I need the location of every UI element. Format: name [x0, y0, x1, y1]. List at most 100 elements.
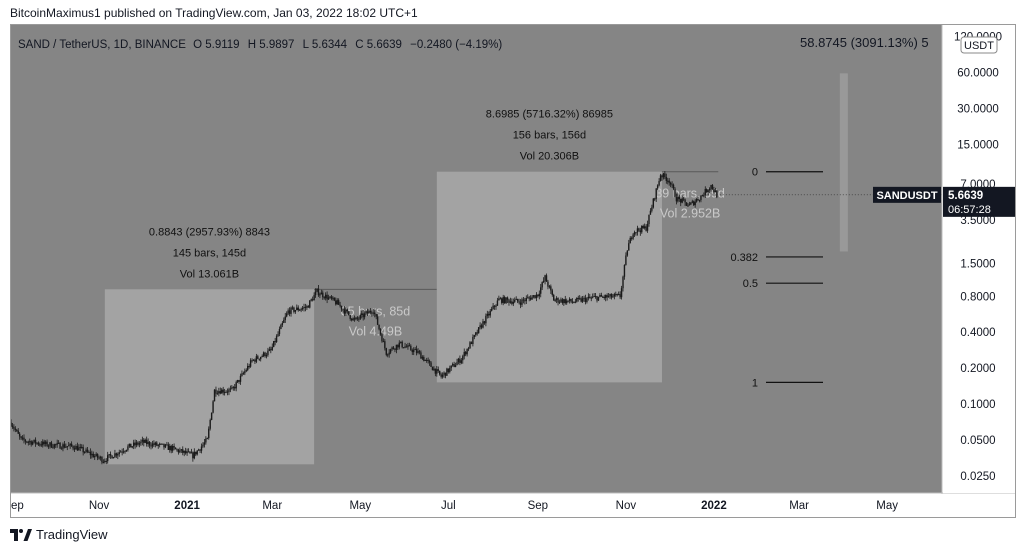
candle-body — [610, 293, 613, 298]
candle-body — [30, 441, 32, 445]
candle-body — [317, 288, 320, 296]
candle-body — [681, 198, 683, 203]
price-tick-label: 0.0250 — [960, 471, 995, 483]
svg-text:SAND / TetherUS, 1D, BINANCE: SAND / TetherUS, 1D, BINANCE O 5.9119 H … — [18, 39, 502, 51]
candle-body — [418, 351, 421, 353]
candle-body — [11, 425, 14, 427]
candle-body — [309, 300, 311, 308]
candle-body — [568, 298, 571, 301]
candle-body — [29, 441, 31, 443]
candle-body — [300, 309, 302, 311]
currency-badge[interactable]: USDT — [960, 36, 998, 54]
chart-pane[interactable]: 0.8843 (2957.93%) 8843 145 bars, 145d Vol … — [10, 24, 1016, 518]
candle-body — [157, 444, 159, 446]
candle-body — [130, 443, 132, 448]
price-chart[interactable]: 0.8843 (2957.93%) 8843 145 bars, 145d Vol … — [11, 25, 1015, 517]
candle-body — [511, 301, 513, 304]
candle-body — [625, 255, 627, 265]
candle-body — [697, 199, 699, 201]
candle-body — [711, 185, 714, 189]
price-axis[interactable]: 120.000060.000030.000015.00007.00003.500… — [954, 32, 1002, 483]
candle-body — [479, 325, 481, 328]
candle-body — [42, 441, 44, 446]
candle-body — [615, 294, 617, 296]
candle-body — [167, 444, 170, 450]
candle-body — [454, 365, 457, 367]
range-box-3 — [436, 171, 662, 383]
candle-body — [52, 447, 54, 449]
candle-body — [394, 348, 396, 350]
candle-body — [378, 324, 380, 330]
candle-body — [384, 341, 386, 349]
candle-body — [524, 300, 526, 302]
candle-body — [298, 309, 301, 311]
candle-body — [124, 450, 126, 452]
candle-body — [92, 453, 94, 458]
candle-body — [496, 300, 499, 306]
range-label-1-1: 0.8843 (2957.93%) 8843 — [149, 226, 270, 238]
candle-body — [150, 445, 152, 447]
change-value: −0.2480 (−4.19%) — [410, 39, 502, 51]
candle-body — [112, 457, 115, 459]
time-axis[interactable]: ep Nov 2021 Mar May Jul Sep Nov 2022 Mar May — [11, 500, 898, 512]
time-tick-label: Nov — [89, 500, 110, 512]
candle-body — [109, 454, 112, 456]
candle-body — [242, 373, 245, 375]
candle-body — [200, 446, 203, 451]
candle-body — [646, 223, 649, 231]
candle-body — [50, 442, 53, 448]
candle-body — [456, 362, 458, 366]
candle-body — [503, 297, 506, 304]
candle-body — [333, 297, 336, 301]
candle-body — [258, 358, 260, 360]
range-box-1 — [104, 289, 315, 465]
candle-body — [438, 370, 441, 375]
candle-body — [423, 357, 425, 361]
candle-body — [639, 230, 642, 233]
candle-body — [95, 453, 97, 457]
fib-label-0: 0 — [752, 167, 758, 179]
candle-body — [645, 226, 647, 231]
candle-body — [320, 292, 323, 295]
candle-body — [337, 300, 340, 305]
candle-body — [311, 299, 314, 301]
candle-body — [636, 228, 639, 233]
candle-body — [20, 436, 22, 439]
candle-body — [323, 297, 325, 299]
candle-body — [472, 336, 474, 344]
candle-body — [265, 354, 268, 357]
candle-body — [301, 308, 304, 310]
candle-body — [525, 298, 527, 302]
candle-body — [387, 354, 389, 356]
candle-body — [345, 309, 347, 314]
candle-body — [82, 447, 84, 453]
candle-body — [661, 175, 663, 178]
candle-body — [599, 295, 601, 297]
candle-body — [296, 307, 298, 311]
low-value: 5.6344 — [312, 39, 348, 51]
candle-body — [665, 176, 668, 181]
candle-body — [430, 362, 432, 367]
candle-body — [437, 369, 439, 371]
candle-body — [161, 443, 164, 445]
high-value: 5.9897 — [259, 39, 294, 51]
candle-body — [319, 294, 321, 296]
candle-body — [658, 181, 660, 186]
candle-body — [398, 342, 400, 348]
candle-body — [691, 201, 693, 203]
candle-body — [179, 450, 181, 453]
candle-body — [137, 442, 139, 445]
price-tag-value: 5.6639 — [948, 190, 983, 202]
currency-label: USDT — [964, 40, 994, 52]
candle-body — [431, 366, 434, 371]
candle-body — [234, 387, 236, 389]
candle-body — [690, 202, 692, 205]
candle-body — [171, 446, 174, 451]
candle-body — [128, 443, 131, 447]
candle-body — [408, 345, 411, 347]
candle-body — [70, 443, 73, 447]
candle-body — [654, 198, 656, 200]
candle-body — [277, 334, 279, 337]
candle-body — [558, 301, 561, 303]
candle-body — [414, 349, 416, 351]
